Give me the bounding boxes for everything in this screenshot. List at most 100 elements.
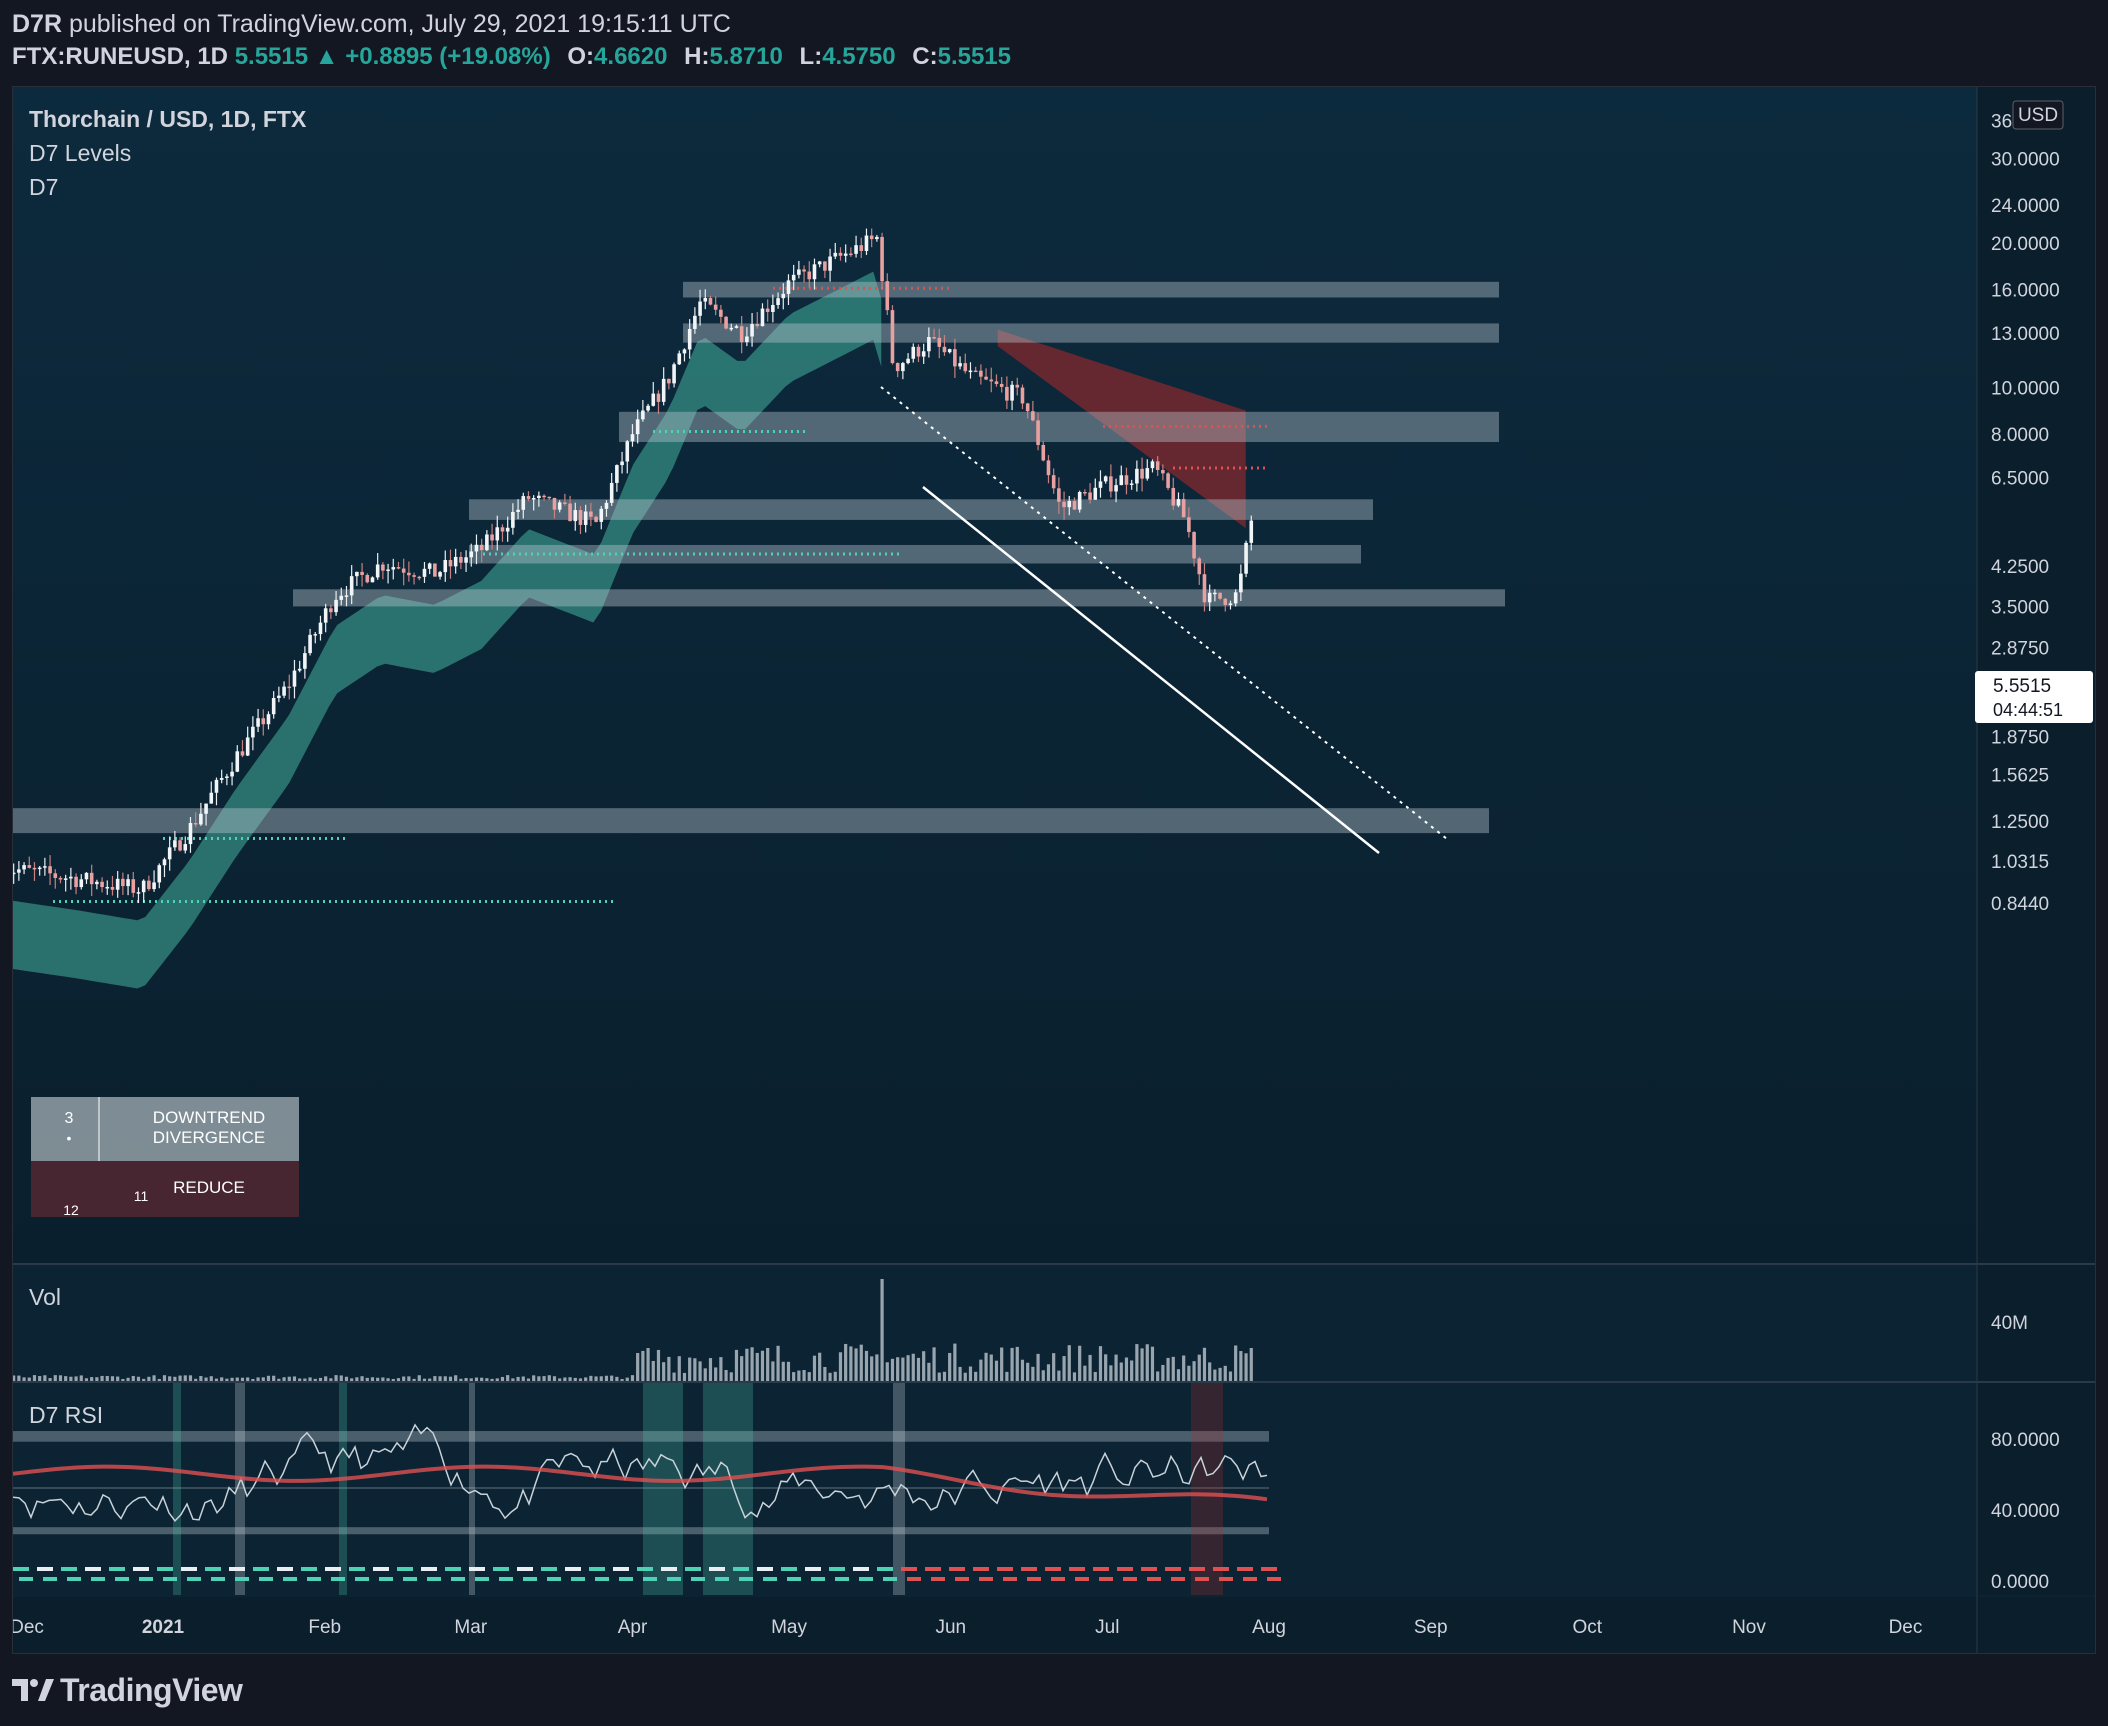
candle-body — [729, 327, 734, 330]
rsi-state-dash — [235, 1577, 249, 1581]
candle-body — [74, 876, 78, 888]
legend-indicator-levels[interactable]: D7 Levels — [29, 140, 131, 166]
rsi-state-dash — [1093, 1567, 1109, 1571]
rsi-signal-zone — [173, 1383, 181, 1595]
rsi-state-dash — [427, 1577, 441, 1581]
rsi-title[interactable]: D7 RSI — [29, 1402, 103, 1428]
volume-bar — [1057, 1370, 1061, 1381]
candle-body — [646, 405, 650, 411]
candle-body — [1166, 473, 1170, 488]
candle-body — [474, 544, 479, 552]
last-price-label[interactable]: 5.5515 04:44:51 — [1975, 671, 2093, 723]
price-pane[interactable] — [13, 87, 1977, 1263]
rsi-state-dash — [307, 1577, 321, 1581]
volume-bar — [1005, 1371, 1009, 1381]
volume-bar — [391, 1378, 395, 1381]
rsi-state-dash — [1117, 1567, 1133, 1571]
candle-body — [537, 495, 541, 499]
volume-bar — [105, 1376, 109, 1381]
tradingview-logo-icon[interactable] — [12, 1677, 54, 1703]
currency-badge[interactable]: USD — [2012, 100, 2064, 130]
volume-bar — [838, 1352, 843, 1381]
candle-body — [1150, 461, 1155, 469]
rsi-state-dash — [907, 1577, 921, 1581]
volume-title[interactable]: Vol — [29, 1284, 61, 1310]
candle-body — [313, 634, 318, 636]
time-tick-label: May — [771, 1617, 807, 1638]
chart-frame[interactable]: 3 • DOWNTREND DIVERGENCE REDUCE 12 11 Th… — [12, 86, 2096, 1654]
chart-canvas[interactable]: 3 • DOWNTREND DIVERGENCE REDUCE 12 11 Th… — [13, 87, 2096, 1654]
volume-bar — [781, 1361, 785, 1381]
volume-bar — [126, 1377, 130, 1381]
rsi-signal-zone — [469, 1383, 475, 1595]
candle-body — [1025, 403, 1030, 412]
rsi-state-dash — [421, 1567, 437, 1571]
candle-body — [1119, 475, 1124, 486]
rsi-state-dash — [445, 1567, 461, 1571]
volume-bar — [178, 1375, 182, 1381]
rsi-state-dash — [637, 1567, 653, 1571]
volume-bar — [1026, 1362, 1030, 1381]
price-axis[interactable] — [1977, 87, 2096, 1595]
candle-body — [1031, 411, 1035, 421]
candle-body — [755, 324, 760, 327]
volume-bar — [573, 1377, 577, 1381]
time-axis[interactable] — [13, 1597, 2096, 1654]
volume-bar — [1015, 1346, 1019, 1381]
legend-indicator-d7[interactable]: D7 — [29, 174, 58, 200]
rsi-tick-0: 0.0000 — [1991, 1572, 2049, 1593]
rsi-state-dash — [979, 1577, 993, 1581]
volume-bar — [381, 1377, 385, 1381]
candle-body — [443, 560, 448, 573]
candle-body — [859, 245, 864, 251]
candle-body — [349, 576, 354, 596]
candle-body — [849, 253, 853, 256]
tradingview-brand[interactable]: TradingView — [60, 1671, 243, 1708]
candle-body — [277, 695, 281, 698]
trendline-dotted[interactable] — [880, 386, 1448, 840]
candle-body — [433, 563, 437, 577]
rsi-state-dash — [163, 1577, 177, 1581]
annotation-small-2: 11 — [134, 1188, 149, 1204]
candle-body — [713, 304, 718, 310]
candle-body — [1181, 499, 1186, 518]
candle-body — [136, 892, 141, 894]
candle-body — [838, 252, 843, 256]
divergence-annotation[interactable]: 3 • DOWNTREND DIVERGENCE REDUCE 12 11 — [31, 1097, 299, 1218]
volume-bar — [537, 1376, 541, 1381]
candle-body — [854, 245, 858, 254]
candle-body — [1051, 475, 1056, 489]
volume-bar — [672, 1372, 676, 1381]
candle-body — [219, 777, 224, 780]
volume-bar — [162, 1375, 167, 1381]
symbol[interactable]: FTX:RUNEUSD, 1D — [12, 43, 229, 70]
candle-body — [459, 556, 463, 563]
volume-bar — [292, 1376, 297, 1381]
volume-bar — [230, 1377, 234, 1381]
volume-bar — [693, 1358, 697, 1381]
legend-title[interactable]: Thorchain / USD, 1D, FTX — [29, 106, 307, 132]
volume-bar — [984, 1352, 988, 1381]
candle-body — [63, 878, 68, 880]
volume-bar — [1072, 1372, 1077, 1381]
volume-bar — [610, 1375, 614, 1381]
trendline-solid[interactable] — [922, 486, 1380, 854]
time-tick-label: Jul — [1095, 1617, 1119, 1638]
volume-bar — [833, 1371, 837, 1381]
candle-body — [100, 881, 104, 888]
candle-body — [84, 872, 89, 880]
author-name[interactable]: D7R — [12, 10, 63, 38]
candle-body — [167, 847, 172, 860]
volume-bar — [116, 1376, 120, 1381]
volume-bar — [599, 1376, 603, 1381]
rsi-state-dash — [709, 1567, 725, 1571]
candle-body — [261, 718, 266, 725]
candle-body — [225, 776, 229, 778]
rsi-state-dash — [67, 1577, 81, 1581]
volume-bar — [1171, 1356, 1175, 1381]
candle-body — [724, 316, 728, 329]
rsi-state-dash — [403, 1577, 417, 1581]
rsi-state-dash — [211, 1577, 225, 1581]
uptrend-support-band — [13, 271, 882, 989]
time-tick-label: Jun — [935, 1617, 966, 1638]
